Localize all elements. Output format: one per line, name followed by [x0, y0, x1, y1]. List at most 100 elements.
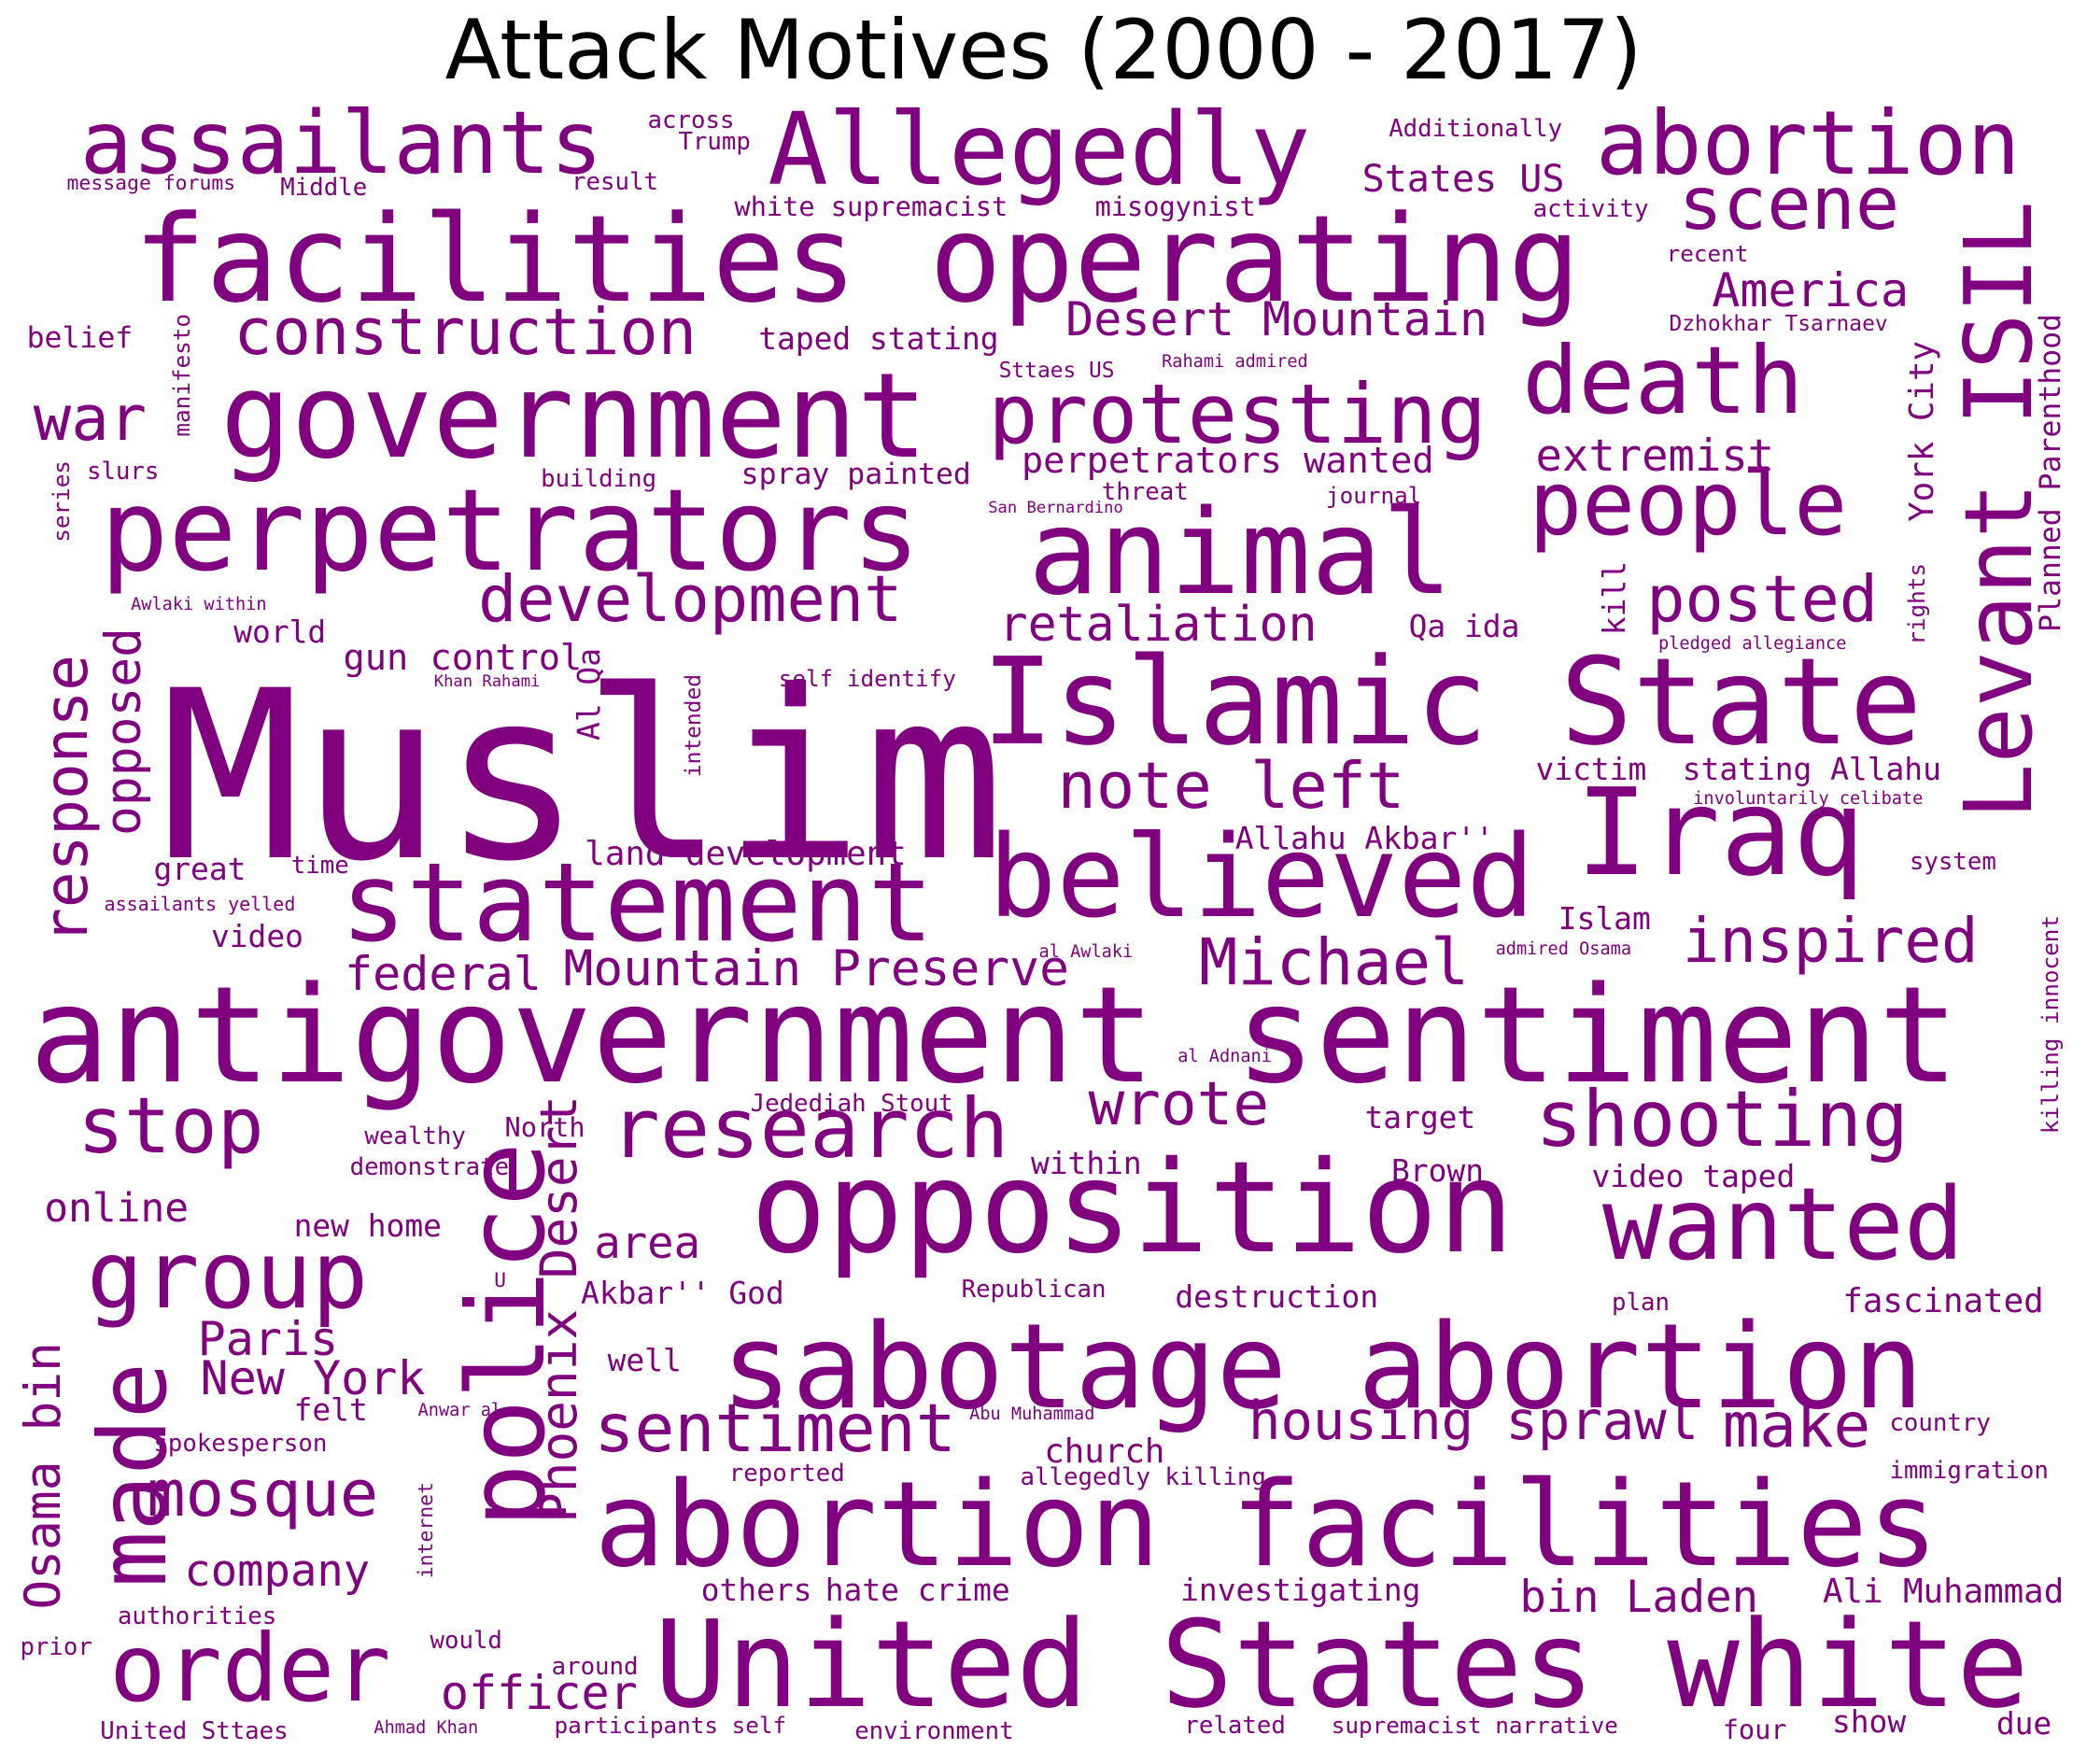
- cloud-word: intended: [682, 674, 707, 778]
- cloud-word: threat: [1101, 477, 1189, 506]
- cloud-word: prior: [20, 1632, 92, 1661]
- cloud-word: posted: [1646, 561, 1879, 637]
- cloud-word: United Sttaes: [100, 1716, 289, 1745]
- cloud-word: rights: [1902, 563, 1930, 646]
- cloud-word: abortion facilities: [594, 1456, 1939, 1594]
- cloud-word: Rahami admired: [1162, 351, 1308, 372]
- cloud-word: hate crime: [825, 1572, 1010, 1609]
- cloud-word: pledged allegiance: [1658, 633, 1847, 654]
- cloud-word: killing innocent: [2036, 914, 2064, 1134]
- cloud-word: activity: [1532, 194, 1649, 223]
- cloud-word: wanted: [1602, 1166, 1965, 1284]
- cloud-word: research: [610, 1080, 1009, 1178]
- cloud-word: video taped: [1591, 1158, 1796, 1195]
- cloud-word: New York: [200, 1351, 426, 1406]
- cloud-word: company: [184, 1545, 371, 1597]
- cloud-word: Muslim: [160, 641, 1005, 913]
- cloud-word: al Adnani: [1177, 1046, 1272, 1066]
- cloud-word: States US: [1361, 157, 1565, 201]
- cloud-word: mosque: [147, 1456, 379, 1531]
- cloud-word: plan: [1612, 1288, 1670, 1317]
- chart-title: Attack Motives (2000 - 2017): [444, 2, 1643, 98]
- cloud-word: U: [494, 1269, 507, 1293]
- cloud-word: supremacist narrative: [1331, 1712, 1618, 1740]
- cloud-word: destruction: [1175, 1277, 1379, 1315]
- cloud-word: North: [504, 1110, 585, 1143]
- cloud-word: Abu Muhammad: [969, 1404, 1095, 1424]
- cloud-word: Islam: [1558, 900, 1651, 938]
- cloud-word: recent: [1666, 240, 1749, 268]
- cloud-word: others: [700, 1572, 812, 1609]
- cloud-word: make: [1722, 1390, 1871, 1462]
- cloud-word: order: [109, 1614, 391, 1724]
- cloud-word: housing sprawl: [1248, 1390, 1699, 1453]
- cloud-word: due: [1995, 1705, 2052, 1743]
- cloud-word: message forums: [66, 171, 236, 195]
- cloud-word: Phoenix Desert: [529, 1094, 588, 1523]
- cloud-word: retaliation: [998, 596, 1318, 653]
- cloud-word: bin Laden: [1519, 1572, 1759, 1624]
- cloud-word: Qa ida: [1408, 607, 1520, 644]
- cloud-word: America: [1712, 263, 1910, 318]
- cloud-word: animal: [1028, 484, 1453, 622]
- cloud-word: environment: [854, 1716, 1014, 1745]
- cloud-word: well: [607, 1342, 682, 1379]
- cloud-word: people: [1529, 453, 1848, 557]
- cloud-word: spokesperson: [153, 1430, 328, 1459]
- cloud-word: United States white: [654, 1596, 2029, 1736]
- cloud-word: Akbar'' God: [581, 1274, 784, 1311]
- cloud-word: Anwar al: [417, 1400, 502, 1420]
- cloud-word: target: [1364, 1099, 1476, 1136]
- cloud-word: video: [210, 917, 303, 954]
- cloud-word: war: [33, 381, 148, 455]
- cloud-word: gun control: [343, 637, 583, 680]
- cloud-word: slurs: [86, 458, 160, 487]
- cloud-word: land development: [585, 834, 907, 873]
- cloud-word: Allegedly: [768, 92, 1311, 209]
- cloud-word: building: [541, 464, 657, 493]
- cloud-word: York City: [1902, 340, 1941, 522]
- cloud-word: series: [48, 460, 76, 543]
- cloud-word: wealthy: [364, 1122, 466, 1151]
- cloud-word: reported: [728, 1459, 845, 1488]
- cloud-word: manifesto: [168, 314, 196, 437]
- cloud-word: shooting: [1535, 1074, 1909, 1165]
- cloud-word: immigration: [1889, 1456, 2049, 1485]
- cloud-word: area: [594, 1218, 700, 1270]
- cloud-word: time: [290, 852, 349, 881]
- cloud-word: misogynist: [1094, 191, 1256, 223]
- cloud-word: Paris: [197, 1311, 339, 1366]
- cloud-word: abortion: [1595, 92, 2021, 196]
- cloud-word: felt: [293, 1391, 368, 1429]
- cloud-word: Desert Mountain: [1065, 292, 1488, 347]
- cloud-word: perpetrators wanted: [1021, 439, 1434, 482]
- cloud-word: would: [430, 1626, 502, 1655]
- cloud-word: San Bernardino: [988, 499, 1123, 518]
- cloud-word: Levant ISIL: [1943, 200, 2053, 820]
- cloud-word: Mountain Preserve: [563, 940, 1069, 998]
- cloud-word: federal: [344, 947, 542, 1002]
- cloud-word: great: [153, 851, 247, 888]
- cloud-word: Trump: [678, 128, 751, 157]
- cloud-word: development: [477, 561, 903, 637]
- cloud-word: involuntarily celibate: [1693, 788, 1924, 809]
- cloud-word: allegedly killing: [1020, 1463, 1266, 1492]
- cloud-word: within: [1030, 1144, 1142, 1181]
- cloud-word: Ahmad Khan: [374, 1717, 479, 1738]
- cloud-word: Islamic State: [981, 633, 1923, 773]
- cloud-word: fascinated: [1842, 1281, 2044, 1320]
- cloud-word: investigating: [1180, 1572, 1421, 1609]
- cloud-word: stop: [77, 1080, 264, 1172]
- cloud-word: Middle: [280, 173, 368, 202]
- cloud-word: antigovernment sentiment: [29, 956, 1959, 1113]
- cloud-word: spray painted: [740, 458, 971, 492]
- cloud-word: Additionally: [1389, 114, 1563, 143]
- cloud-word: white supremacist: [734, 191, 1008, 223]
- cloud-word: Jedediah Stout: [750, 1089, 953, 1118]
- cloud-word: inspired: [1682, 905, 1979, 978]
- cloud-word: group: [86, 1220, 369, 1330]
- cloud-word: world: [233, 613, 327, 650]
- cloud-word: response: [32, 654, 103, 944]
- cloud-word: facilities operating: [134, 190, 1581, 330]
- cloud-word: result: [571, 168, 658, 197]
